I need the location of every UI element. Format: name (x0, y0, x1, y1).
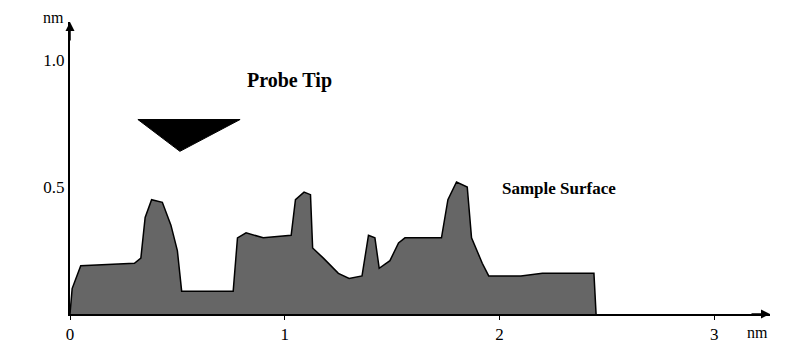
svg-text:0.5: 0.5 (43, 178, 64, 197)
svg-text:0: 0 (66, 325, 75, 344)
svg-text:3: 3 (710, 325, 719, 344)
svg-text:nm: nm (747, 324, 768, 341)
svg-text:nm: nm (43, 9, 64, 26)
svg-text:1.0: 1.0 (43, 51, 64, 70)
svg-text:1: 1 (280, 325, 289, 344)
svg-text:2: 2 (495, 325, 504, 344)
svg-text:Sample Surface: Sample Surface (502, 179, 616, 198)
svg-text:Probe Tip: Probe Tip (247, 69, 332, 92)
